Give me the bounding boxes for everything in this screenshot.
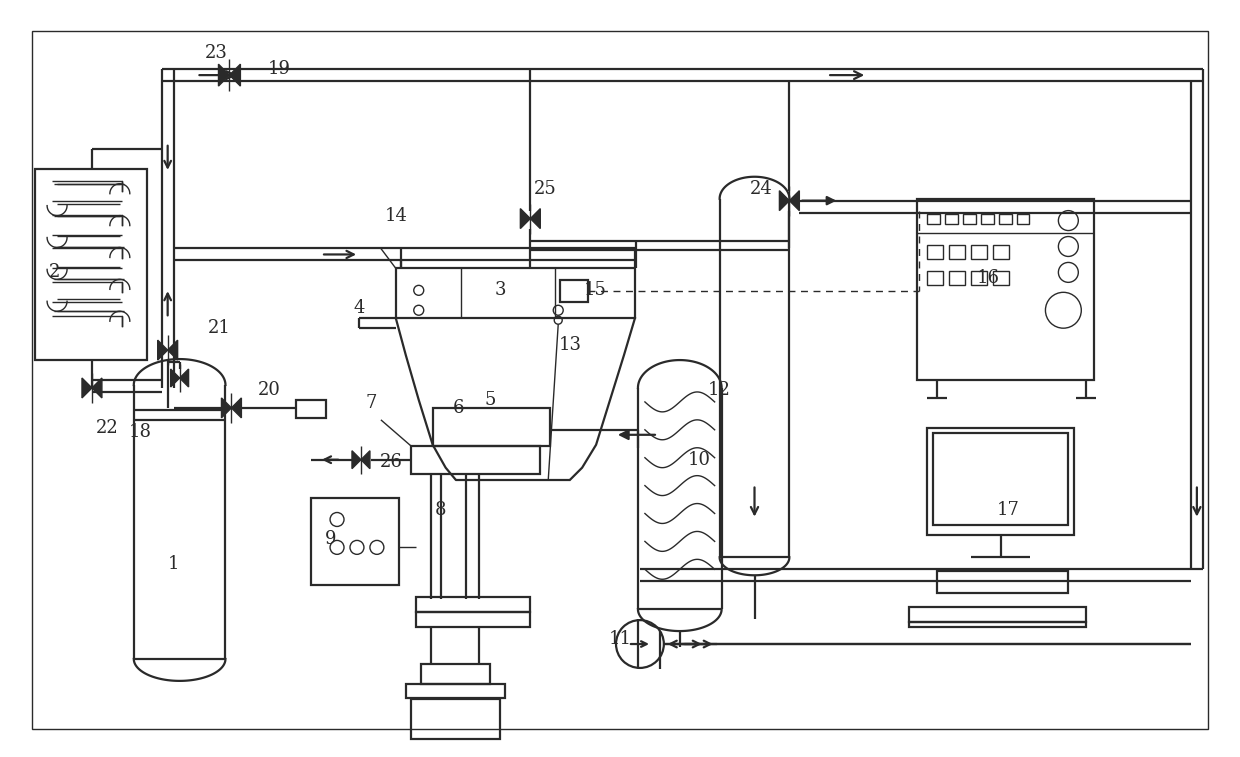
Text: 20: 20	[258, 381, 280, 399]
Polygon shape	[361, 450, 370, 469]
Bar	[35, 169, 146, 360]
Text: 19: 19	[268, 60, 290, 78]
Polygon shape	[92, 378, 102, 398]
Bar	[433, 408, 551, 446]
Text: 15: 15	[584, 282, 606, 299]
Text: 17: 17	[997, 500, 1021, 519]
Polygon shape	[229, 64, 241, 86]
Polygon shape	[352, 450, 361, 469]
Bar	[949, 245, 965, 260]
Bar	[415, 597, 531, 612]
Bar	[296, 400, 326, 418]
Bar	[993, 272, 1008, 285]
Bar	[410, 446, 541, 474]
Polygon shape	[167, 340, 177, 360]
Bar	[415, 612, 531, 627]
Bar	[410, 699, 501, 739]
Polygon shape	[531, 209, 541, 229]
Text: 23: 23	[205, 44, 228, 62]
Bar	[916, 198, 1094, 380]
Text: 1: 1	[167, 556, 180, 573]
Text: 14: 14	[384, 207, 407, 225]
Polygon shape	[171, 369, 180, 387]
Text: 4: 4	[353, 299, 365, 317]
Text: 25: 25	[534, 179, 557, 198]
Bar	[926, 272, 942, 285]
Text: 26: 26	[379, 453, 402, 471]
Bar	[962, 213, 976, 223]
Text: 18: 18	[128, 423, 151, 441]
Text: 9: 9	[325, 531, 337, 548]
Bar	[937, 572, 1069, 593]
Bar	[945, 213, 957, 223]
Text: 10: 10	[688, 450, 712, 469]
Bar	[926, 428, 1074, 535]
Bar	[949, 272, 965, 285]
Text: 7: 7	[366, 394, 377, 412]
Polygon shape	[180, 369, 188, 387]
Text: 16: 16	[977, 269, 1001, 288]
Bar	[926, 213, 940, 223]
Bar	[311, 497, 399, 585]
Text: 6: 6	[453, 399, 464, 417]
Text: 22: 22	[95, 419, 118, 437]
Text: 2: 2	[48, 263, 60, 282]
Bar	[560, 280, 588, 302]
Text: 12: 12	[708, 381, 732, 399]
Polygon shape	[157, 340, 167, 360]
Text: 3: 3	[495, 282, 506, 299]
Text: 11: 11	[609, 630, 631, 648]
Text: 13: 13	[559, 336, 582, 354]
Bar	[420, 664, 491, 684]
Text: 5: 5	[485, 391, 496, 409]
Polygon shape	[232, 398, 242, 418]
Bar	[1017, 213, 1029, 223]
Bar	[971, 272, 987, 285]
Bar	[971, 245, 987, 260]
Bar	[993, 245, 1008, 260]
Text: 21: 21	[208, 319, 231, 337]
Bar	[396, 269, 635, 318]
Polygon shape	[521, 209, 531, 229]
Polygon shape	[780, 191, 790, 210]
Polygon shape	[82, 378, 92, 398]
Bar	[909, 607, 1086, 622]
Polygon shape	[790, 191, 800, 210]
Bar	[909, 622, 1086, 627]
Bar	[932, 433, 1069, 525]
Bar	[926, 245, 942, 260]
Bar	[405, 684, 506, 698]
Polygon shape	[218, 64, 229, 86]
Text: 24: 24	[750, 179, 773, 198]
Bar	[998, 213, 1012, 223]
Bar	[981, 213, 993, 223]
Polygon shape	[222, 398, 232, 418]
Text: 8: 8	[435, 500, 446, 519]
